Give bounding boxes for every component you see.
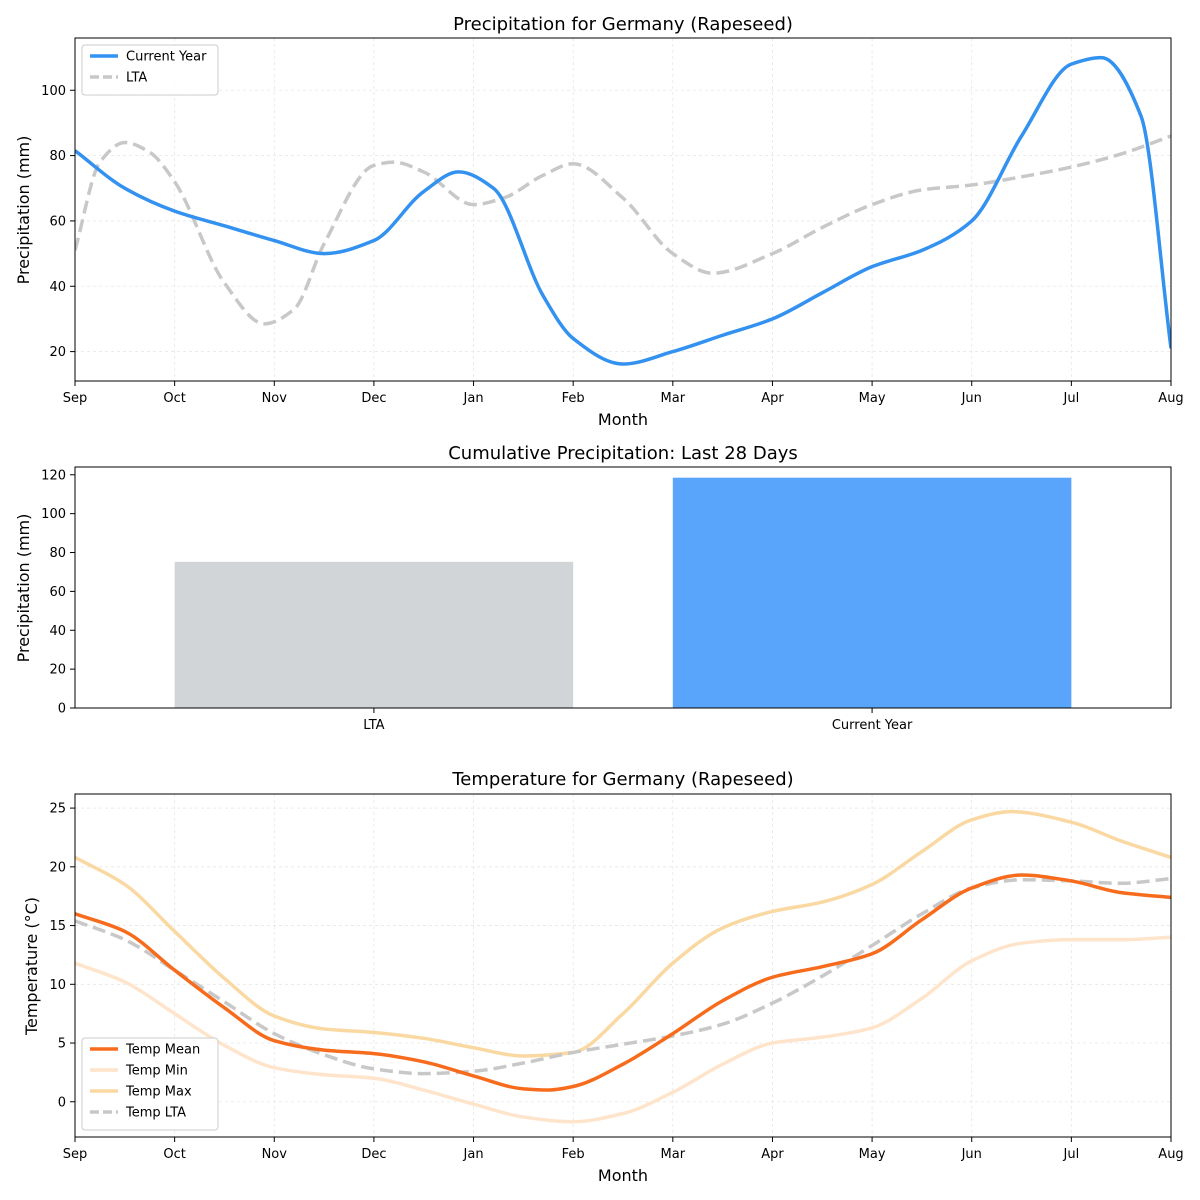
precipitation-y-tick-label-20: 20 bbox=[49, 345, 66, 360]
temperature-series-temp-min-line bbox=[75, 935, 1171, 1124]
precipitation-x-tick-label-apr: Apr bbox=[761, 391, 784, 406]
temperature-y-tick-label-25: 25 bbox=[49, 802, 66, 817]
cumulative-x-tick-label-current-year: Current Year bbox=[832, 718, 913, 733]
precipitation-x-tick-label-jul: Jul bbox=[1063, 391, 1080, 406]
temperature-axis-ticks: Sep Oct Nov Dec Jan Feb Mar Apr May Jun Jul Aug 0 5 10… bbox=[49, 802, 1183, 1162]
temperature-x-tick-label-apr: Apr bbox=[761, 1147, 784, 1162]
precipitation-legend: Current Year LTA bbox=[81, 44, 219, 96]
cumulative-y-tick-label-100: 100 bbox=[41, 507, 66, 522]
precipitation-y-tick-label-100: 100 bbox=[41, 84, 66, 99]
precipitation-x-tick-label-mar: Mar bbox=[661, 391, 686, 406]
precipitation-plot-frame bbox=[74, 37, 1172, 382]
temperature-legend-box bbox=[81, 1037, 219, 1131]
precipitation-y-tick-label-40: 40 bbox=[49, 280, 66, 295]
temperature-legend-label-temp-mean: Temp Mean bbox=[125, 1043, 200, 1058]
cumulative-y-axis-label: Precipitation (mm) bbox=[14, 514, 33, 663]
temperature-y-tick-label-0: 0 bbox=[58, 1095, 66, 1110]
precipitation-x-tick-label-jan: Jan bbox=[463, 391, 484, 406]
temperature-x-tick-label-feb: Feb bbox=[562, 1147, 585, 1162]
temperature-chart-title: Temperature for Germany (Rapeseed) bbox=[451, 769, 793, 790]
cumulative-y-tick-label-120: 120 bbox=[41, 468, 66, 483]
precipitation-x-tick-label-jun: Jun bbox=[961, 391, 982, 406]
temperature-y-axis-label: Temperature (°C) bbox=[22, 897, 41, 1036]
cumulative-bar-lta bbox=[174, 561, 574, 708]
temperature-x-tick-label-jul: Jul bbox=[1063, 1147, 1080, 1162]
precipitation-x-tick-label-oct: Oct bbox=[163, 391, 185, 406]
temperature-x-axis-label: Month bbox=[598, 1166, 648, 1185]
cumulative-y-tick-label-80: 80 bbox=[49, 546, 66, 561]
cumulative-chart-title: Cumulative Precipitation: Last 28 Days bbox=[448, 443, 798, 464]
temperature-series-temp-mean-line bbox=[75, 873, 1171, 1092]
temperature-y-tick-label-10: 10 bbox=[49, 978, 66, 993]
precipitation-legend-label-current-year: Current Year bbox=[126, 50, 207, 65]
precipitation-x-tick-label-may: May bbox=[859, 391, 886, 406]
temperature-x-tick-label-jan: Jan bbox=[463, 1147, 484, 1162]
precipitation-y-tick-label-80: 80 bbox=[49, 149, 66, 164]
cumulative-y-tick-label-0: 0 bbox=[58, 702, 66, 717]
precipitation-x-tick-label-feb: Feb bbox=[562, 391, 585, 406]
temperature-x-tick-label-mar: Mar bbox=[661, 1147, 686, 1162]
temperature-series-lines bbox=[75, 809, 1171, 1124]
temperature-legend: Temp Mean Temp Min Temp Max Temp LTA bbox=[81, 1037, 219, 1131]
temperature-x-tick-label-sep: Sep bbox=[63, 1147, 88, 1162]
precipitation-x-tick-label-sep: Sep bbox=[63, 391, 88, 406]
cumulative-precipitation-bar-chart: Cumulative Precipitation: Last 28 Days P… bbox=[14, 443, 1172, 733]
cumulative-y-tick-label-20: 20 bbox=[49, 663, 66, 678]
cumulative-bar-current-year bbox=[672, 477, 1072, 708]
temperature-x-tick-label-oct: Oct bbox=[163, 1147, 185, 1162]
cumulative-axis-ticks: LTA Current Year 0 20 40 60 80 100 120 bbox=[41, 468, 913, 733]
precipitation-series-current-year-line bbox=[75, 55, 1171, 366]
temperature-y-tick-label-20: 20 bbox=[49, 860, 66, 875]
precipitation-series-lines bbox=[75, 55, 1171, 366]
precipitation-legend-label-lta: LTA bbox=[126, 71, 147, 86]
cumulative-plot-frame bbox=[74, 466, 1172, 709]
cumulative-y-tick-label-40: 40 bbox=[49, 624, 66, 639]
temperature-line-chart: Temperature for Germany (Rapeseed) Month… bbox=[22, 769, 1184, 1185]
temperature-series-temp-max-line bbox=[75, 809, 1171, 1058]
temperature-x-tick-label-jun: Jun bbox=[961, 1147, 982, 1162]
precipitation-x-tick-label-dec: Dec bbox=[361, 391, 386, 406]
precipitation-axis-ticks: Sep Oct Nov Dec Jan Feb Mar Apr May Jun Jul Aug 20 40… bbox=[41, 84, 1184, 406]
temperature-y-tick-label-15: 15 bbox=[49, 919, 66, 934]
precipitation-grid bbox=[74, 38, 1172, 381]
precipitation-line-chart: Precipitation for Germany (Rapeseed) Mon… bbox=[14, 14, 1184, 429]
precipitation-x-tick-label-aug: Aug bbox=[1158, 391, 1183, 406]
temperature-plot-frame bbox=[74, 793, 1172, 1138]
cumulative-bars bbox=[174, 477, 1072, 708]
precipitation-x-tick-label-nov: Nov bbox=[262, 391, 288, 406]
temperature-legend-label-temp-max: Temp Max bbox=[125, 1085, 192, 1100]
precipitation-y-axis-label: Precipitation (mm) bbox=[14, 136, 33, 285]
temperature-x-tick-label-nov: Nov bbox=[262, 1147, 288, 1162]
temperature-legend-label-temp-min: Temp Min bbox=[125, 1064, 188, 1079]
temperature-grid bbox=[74, 794, 1172, 1137]
cumulative-y-tick-label-60: 60 bbox=[49, 585, 66, 600]
temperature-x-tick-label-may: May bbox=[859, 1147, 886, 1162]
temperature-x-tick-label-dec: Dec bbox=[361, 1147, 386, 1162]
precipitation-chart-title: Precipitation for Germany (Rapeseed) bbox=[453, 14, 793, 35]
precipitation-y-tick-label-60: 60 bbox=[49, 214, 66, 229]
cumulative-x-tick-label-lta: LTA bbox=[363, 718, 384, 733]
temperature-legend-label-temp-lta: Temp LTA bbox=[125, 1106, 186, 1121]
precipitation-x-axis-label: Month bbox=[598, 410, 648, 429]
temperature-y-tick-label-5: 5 bbox=[58, 1037, 66, 1052]
temperature-x-tick-label-aug: Aug bbox=[1158, 1147, 1183, 1162]
